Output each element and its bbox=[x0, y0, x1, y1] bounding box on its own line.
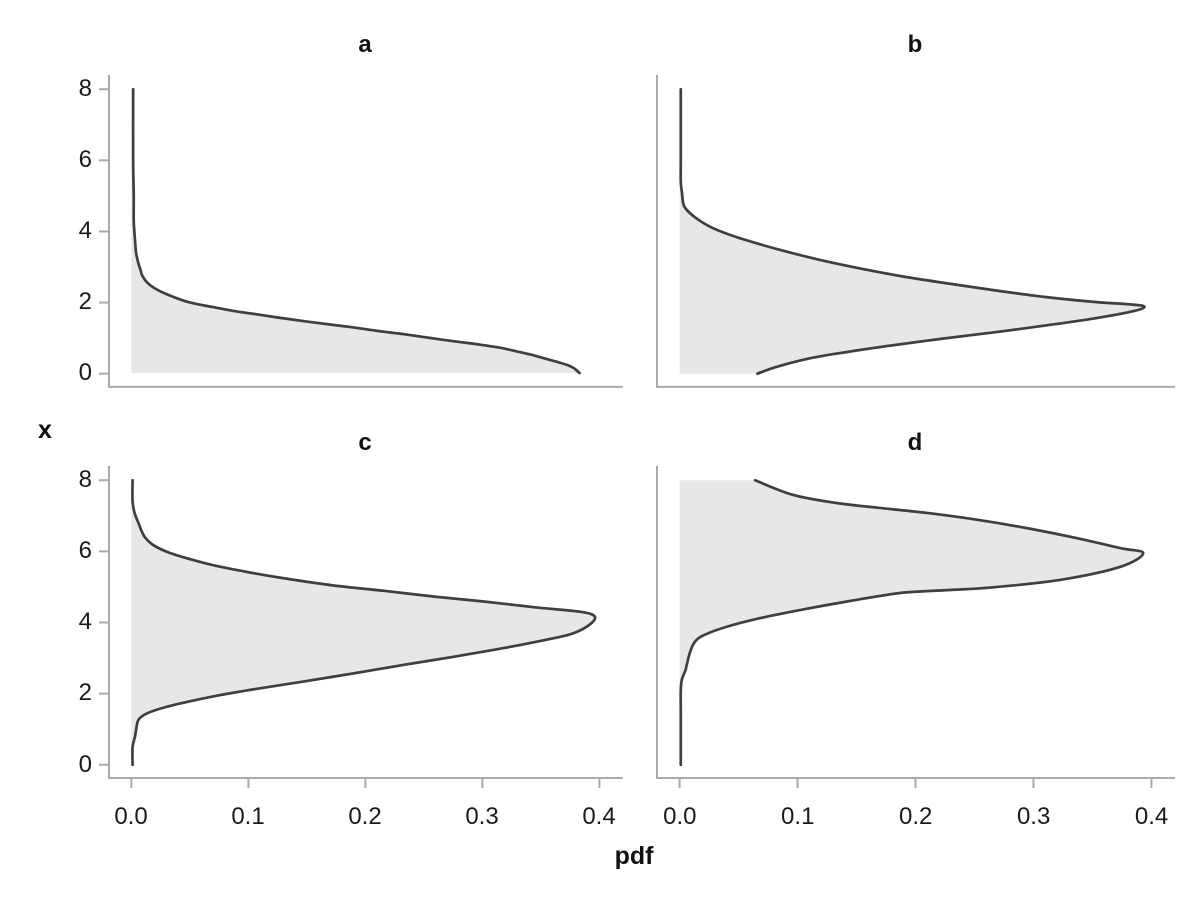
y-tick-label: 4 bbox=[78, 217, 92, 245]
y-axis-label: x bbox=[38, 416, 52, 444]
y-tick-label: 6 bbox=[78, 146, 92, 174]
x-tick-label: 0.2 bbox=[899, 803, 933, 830]
density-curve-b bbox=[679, 87, 1146, 375]
x-tick-label: 0.3 bbox=[465, 803, 499, 830]
density-fill-b bbox=[679, 89, 1145, 374]
y-tick-label: 6 bbox=[78, 537, 92, 565]
x-tick-label: 0.1 bbox=[781, 803, 815, 830]
y-tick-label: 8 bbox=[78, 466, 92, 494]
panel-title-c: c bbox=[358, 429, 372, 456]
y-tick-label: 0 bbox=[78, 359, 92, 387]
x-tick-label: 0.0 bbox=[663, 803, 697, 830]
panel-title-b: b bbox=[907, 31, 923, 58]
panel-d bbox=[656, 465, 1176, 788]
density-curve-c bbox=[130, 478, 597, 766]
x-tick-label: 0.2 bbox=[348, 803, 382, 830]
x-axis-label: pdf bbox=[614, 842, 654, 870]
panel-title-d: d bbox=[907, 429, 923, 456]
y-tick-label: 0 bbox=[78, 750, 92, 778]
x-tick-label: 0.1 bbox=[231, 803, 265, 830]
x-tick-label: 0.4 bbox=[582, 803, 616, 830]
density-fill-a bbox=[130, 89, 580, 373]
density-curve-d bbox=[679, 478, 1145, 766]
y-tick-label: 4 bbox=[78, 608, 92, 636]
density-fill-c bbox=[130, 480, 595, 765]
y-tick-label: 2 bbox=[78, 679, 92, 707]
density-fill-d bbox=[679, 480, 1144, 765]
density-curve-a bbox=[131, 87, 581, 375]
y-tick-label: 8 bbox=[78, 75, 92, 103]
panel-a bbox=[98, 74, 623, 388]
panel-b bbox=[656, 74, 1176, 388]
x-tick-label: 0.0 bbox=[114, 803, 148, 830]
y-tick-label: 2 bbox=[78, 288, 92, 316]
x-tick-label: 0.3 bbox=[1016, 803, 1051, 830]
panel-c bbox=[98, 465, 623, 788]
x-tick-label: 0.4 bbox=[1134, 803, 1169, 830]
panel-title-a: a bbox=[358, 31, 372, 58]
